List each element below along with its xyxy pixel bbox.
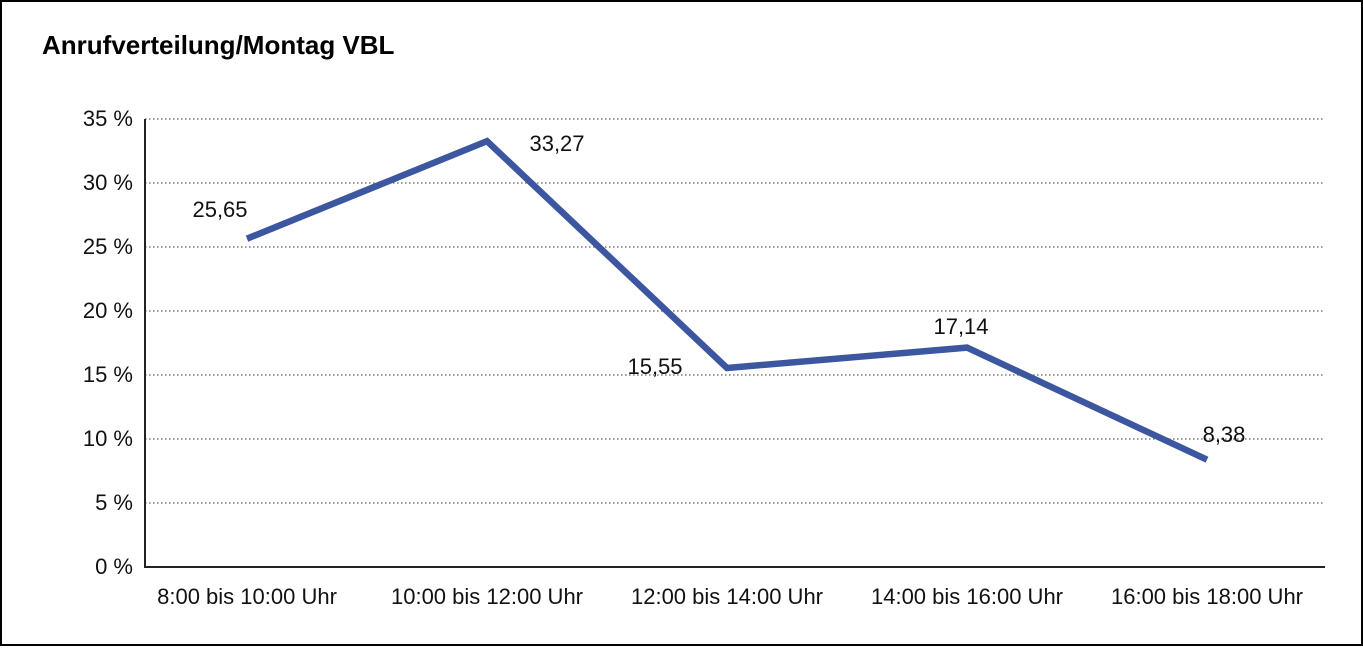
y-axis-tick-label: 20 % <box>82 298 133 323</box>
data-point-label: 17,14 <box>933 313 989 339</box>
data-series-line <box>245 137 1209 463</box>
x-axis-tick-label: 14:00 bis 16:00 Uhr <box>870 584 1064 609</box>
x-axis-tick-label: 10:00 bis 12:00 Uhr <box>390 584 584 609</box>
data-point-label: 25,65 <box>192 196 248 222</box>
data-point-label: 33,27 <box>529 131 585 157</box>
y-axis-tick-label: 30 % <box>82 170 133 195</box>
x-axis-tick-label: 16:00 bis 18:00 Uhr <box>1110 584 1304 609</box>
x-axis-tick-label: 8:00 bis 10:00 Uhr <box>157 584 337 609</box>
y-axis-tick-label: 10 % <box>82 426 133 451</box>
y-axis-tick-label: 5 % <box>95 490 133 515</box>
data-point-label: 15,55 <box>627 353 683 379</box>
y-axis-tick-label: 15 % <box>82 362 133 387</box>
y-axis-tick-label: 25 % <box>82 234 133 259</box>
y-axis-tick-label: 35 % <box>82 106 133 131</box>
data-point-label: 8,38 <box>1202 421 1246 447</box>
axis-lines <box>144 119 1325 568</box>
y-axis-tick-label: 0 % <box>95 554 133 579</box>
chart-title: Anrufverteilung/Montag VBL <box>42 30 395 60</box>
x-axis-tick-label: 12:00 bis 14:00 Uhr <box>630 584 824 609</box>
